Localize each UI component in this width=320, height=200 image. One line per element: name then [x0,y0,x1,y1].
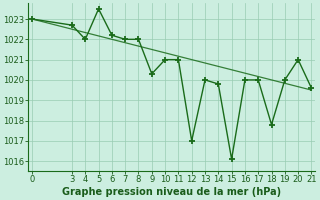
X-axis label: Graphe pression niveau de la mer (hPa): Graphe pression niveau de la mer (hPa) [62,187,281,197]
